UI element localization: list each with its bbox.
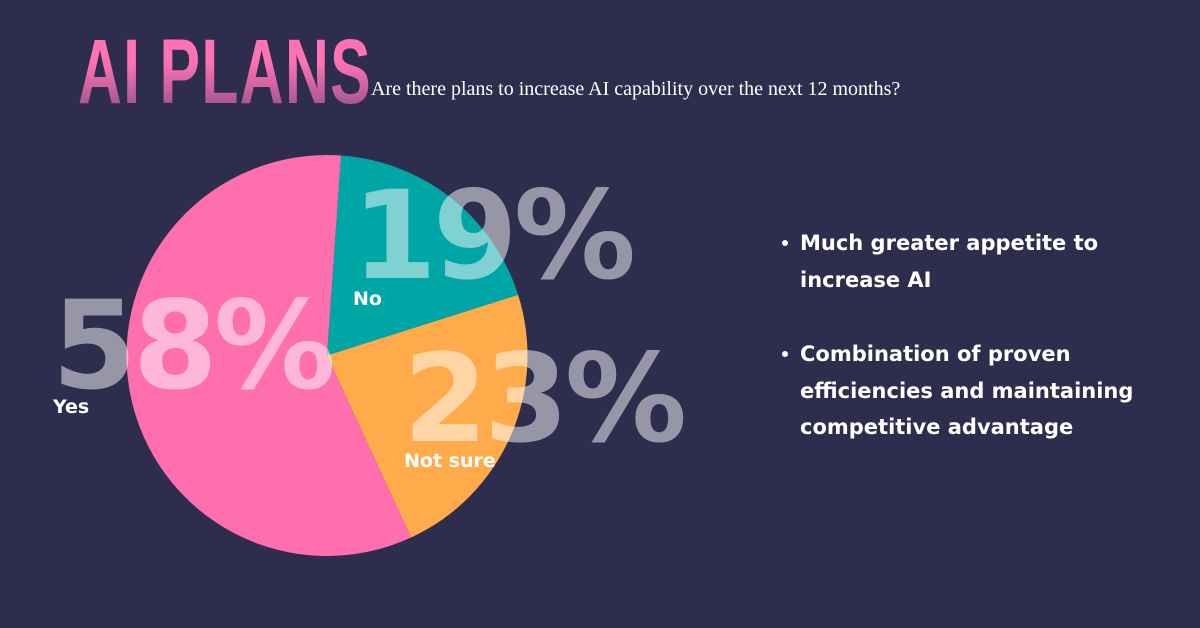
page-title: AI PLANS bbox=[78, 21, 372, 123]
bullet-text: Much greater appetite to increase AI bbox=[800, 231, 1099, 292]
pie-slice-yes bbox=[126, 155, 412, 556]
no-label: No bbox=[353, 288, 382, 310]
bullet-icon bbox=[782, 240, 788, 246]
pie-slice-not-sure bbox=[327, 294, 528, 538]
bullet-text: Combination of proven efficiencies and m… bbox=[800, 342, 1134, 439]
pie-slice-no bbox=[327, 155, 519, 356]
not-sure-percentage: 23% bbox=[403, 328, 687, 470]
no-percentage: 19% bbox=[352, 165, 636, 307]
list-item: Combination of proven efficiencies and m… bbox=[780, 336, 1180, 446]
yes-percentage: 58% bbox=[52, 275, 336, 417]
not-sure-label: Not sure bbox=[404, 450, 496, 472]
chart-question-subtitle: Are there plans to increase AI capabilit… bbox=[371, 78, 901, 100]
key-takeaways-list: Much greater appetite to increase AI Com… bbox=[780, 225, 1180, 484]
bullet-icon bbox=[782, 351, 788, 357]
yes-label: Yes bbox=[53, 396, 90, 418]
list-item: Much greater appetite to increase AI bbox=[780, 225, 1180, 298]
